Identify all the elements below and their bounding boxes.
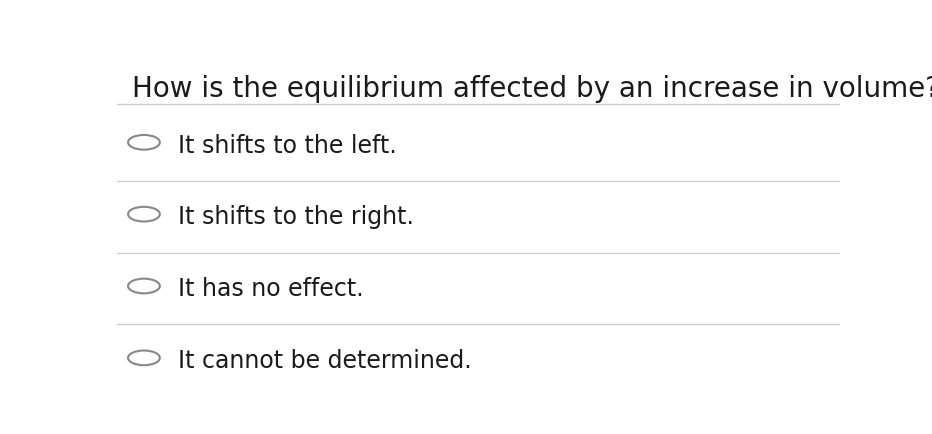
Text: It cannot be determined.: It cannot be determined. (178, 349, 472, 373)
Text: How is the equilibrium affected by an increase in volume?: How is the equilibrium affected by an in… (132, 76, 932, 103)
Text: It has no effect.: It has no effect. (178, 277, 363, 301)
Text: It shifts to the left.: It shifts to the left. (178, 134, 397, 158)
Text: It shifts to the right.: It shifts to the right. (178, 206, 414, 230)
